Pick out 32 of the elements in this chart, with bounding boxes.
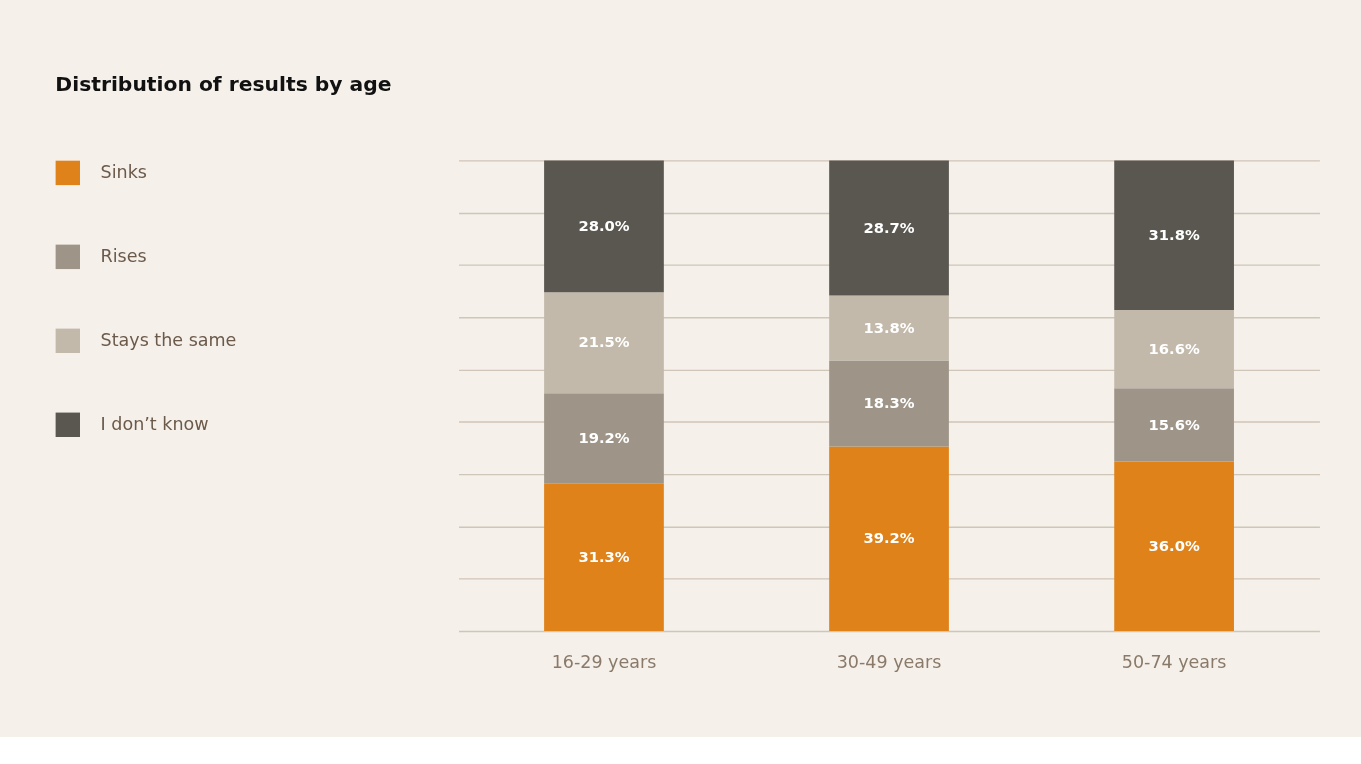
data-label: 39.2% (863, 529, 915, 547)
text: Distribution of results by age (55, 72, 392, 97)
x-tick-label: 30-49 years (836, 652, 942, 673)
bar (1114, 461, 1234, 632)
legend-label: Rises (100, 246, 147, 267)
x-tick-label: 50-74 years (1121, 652, 1227, 673)
bar (829, 295, 949, 361)
x-tick-label: 16-29 years (551, 652, 657, 673)
bar (544, 160, 664, 293)
bar (829, 160, 949, 296)
bar (544, 393, 664, 484)
data-label: 16.6% (1148, 339, 1200, 357)
bar (1114, 310, 1234, 389)
bar (1114, 160, 1234, 311)
bar (1114, 388, 1234, 462)
data-label: 18.3% (863, 394, 915, 412)
data-label: 13.8% (863, 318, 915, 336)
bar (544, 483, 664, 632)
legend-label: Stays the same (100, 330, 237, 351)
legend-label: I don’t know (100, 414, 209, 435)
data-label: 19.2% (578, 429, 630, 447)
data-label: 31.8% (1148, 225, 1200, 243)
legend-label: Sinks (100, 162, 147, 183)
data-label: 28.7% (863, 218, 915, 236)
data-label: 31.3% (578, 547, 630, 565)
data-label: 21.5% (578, 333, 630, 351)
bar (829, 360, 949, 447)
data-label: 28.0% (578, 216, 630, 234)
bar (544, 292, 664, 394)
data-label: 15.6% (1148, 415, 1200, 433)
bar (829, 446, 949, 632)
data-label: 36.0% (1148, 536, 1200, 554)
